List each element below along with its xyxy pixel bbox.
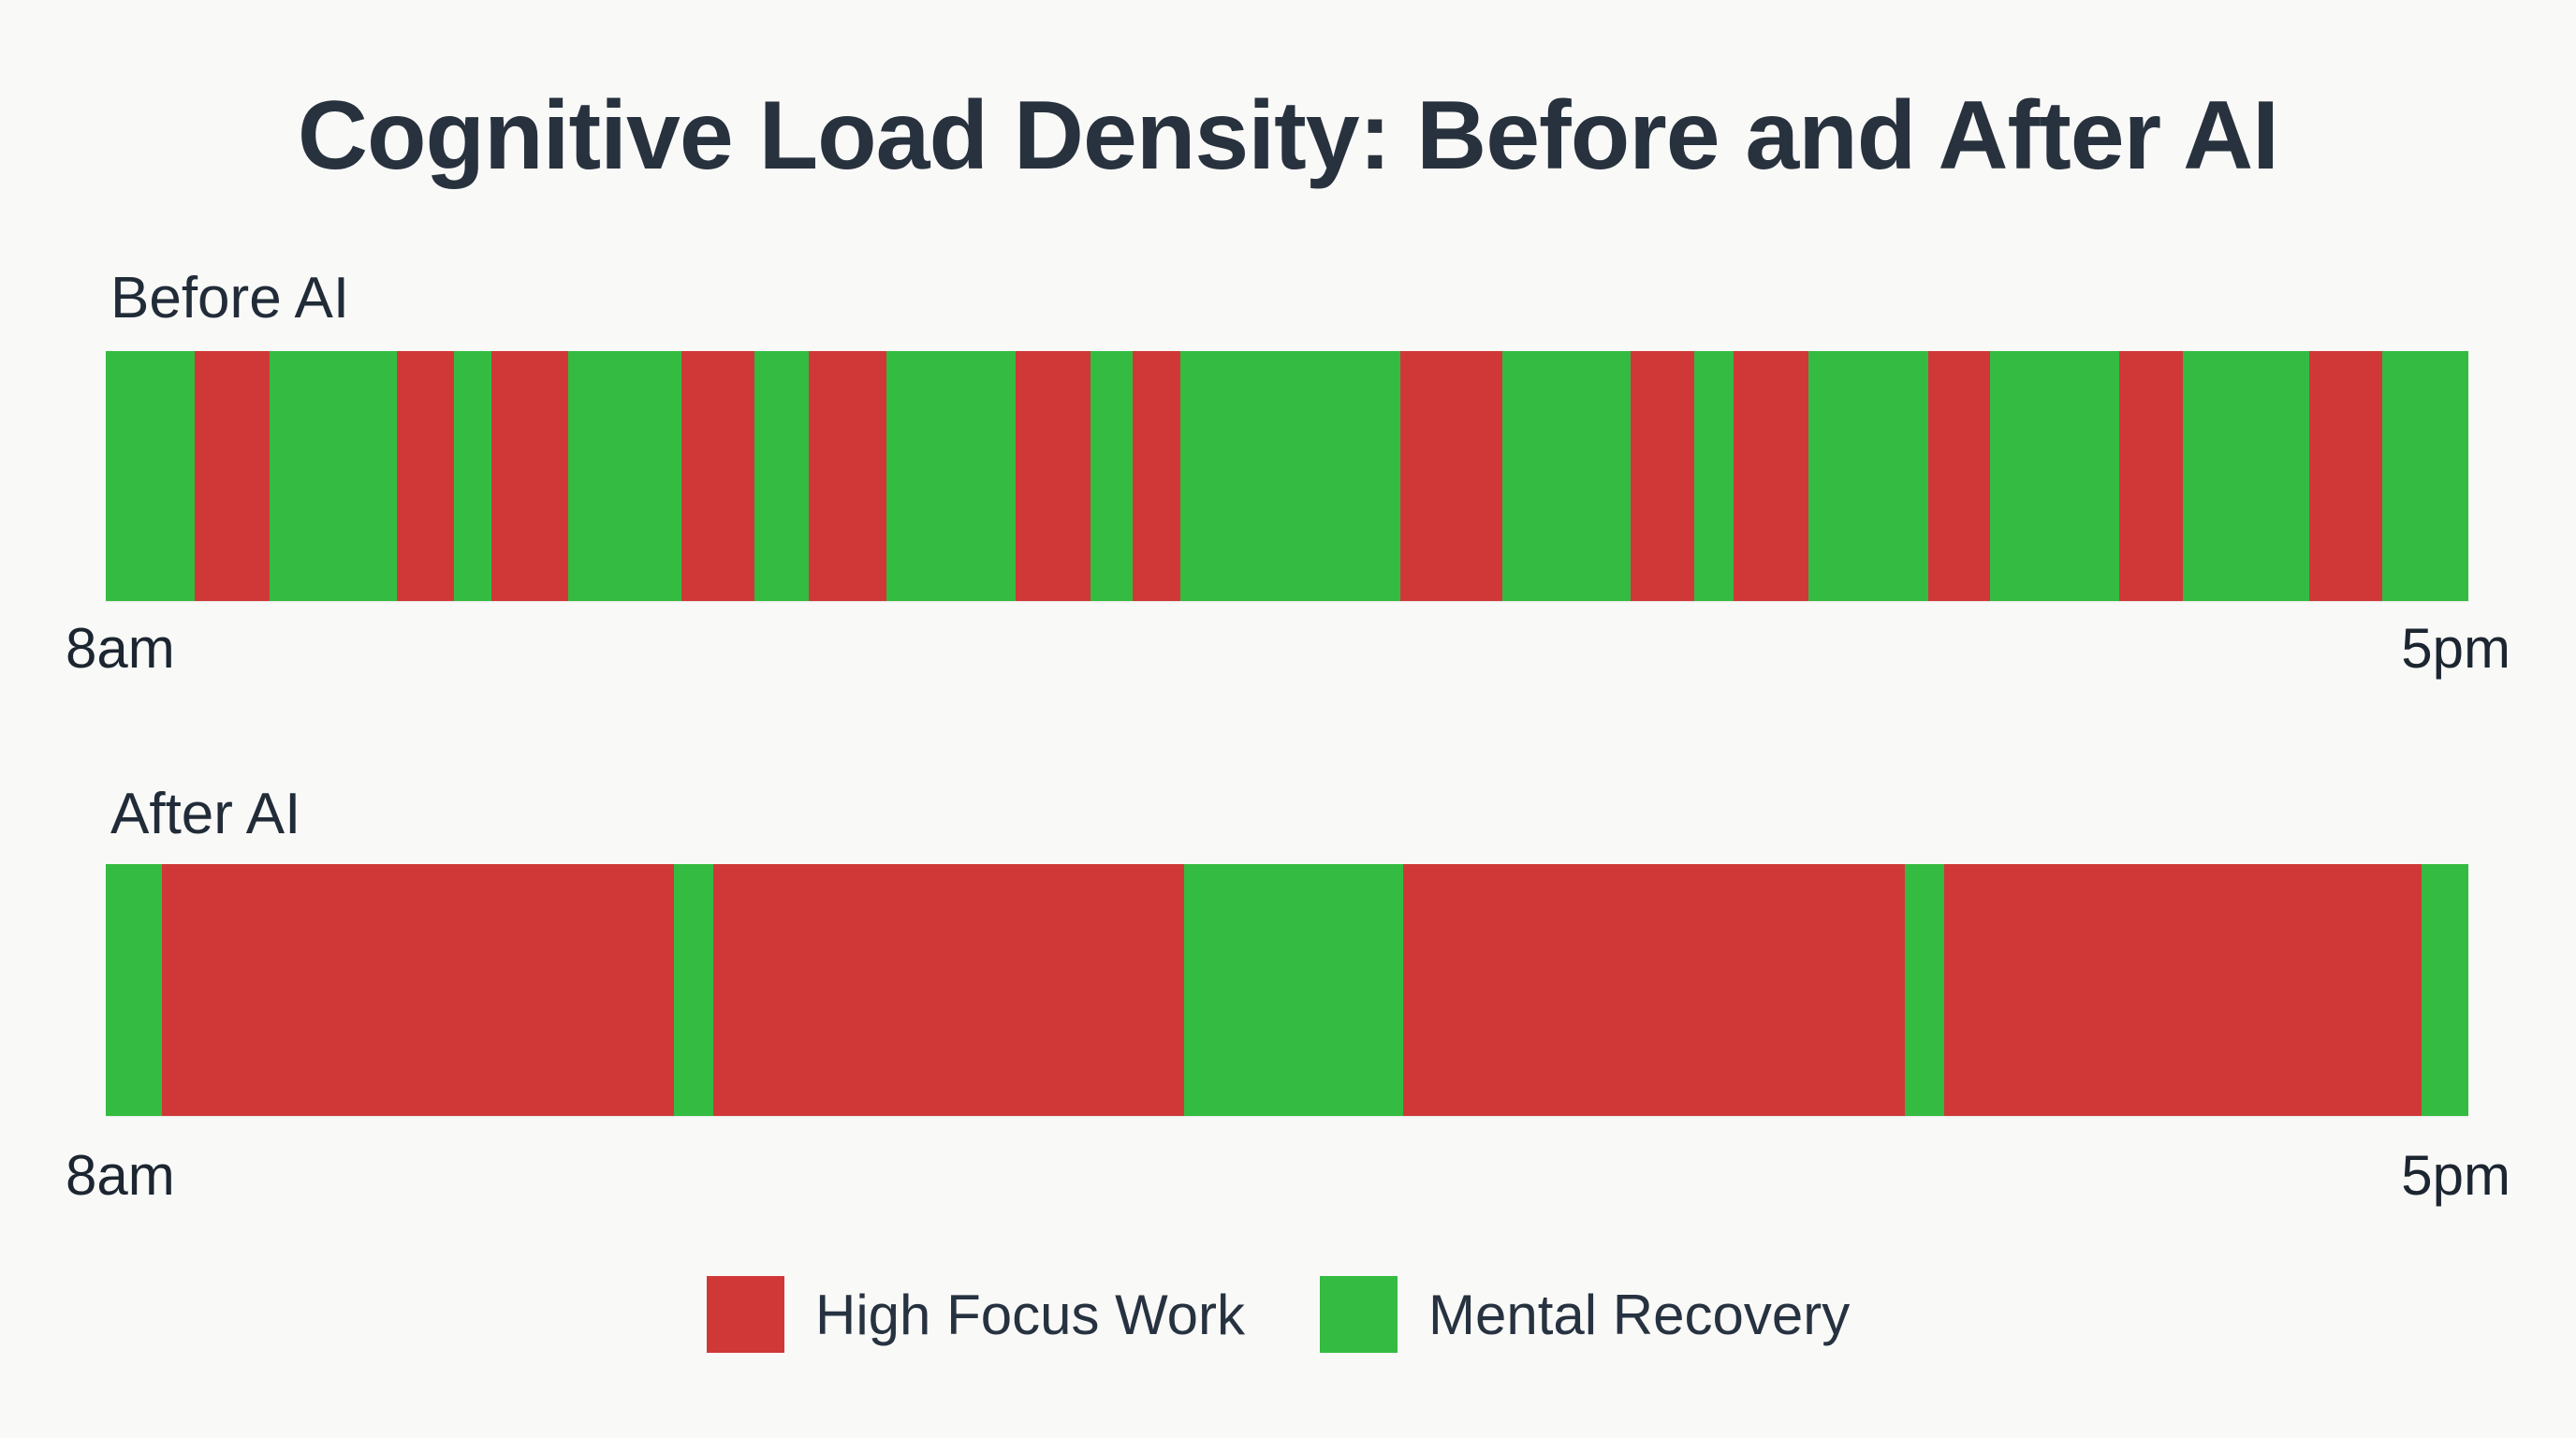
legend-item-high-focus-work: High Focus Work <box>707 1276 1245 1353</box>
series-label-after-ai: After AI <box>110 782 301 846</box>
segment-mental-recovery <box>270 351 397 601</box>
segment-high-focus-work <box>1403 864 1905 1116</box>
series-label-before-ai: Before AI <box>110 266 350 330</box>
segment-mental-recovery <box>1502 351 1631 601</box>
segment-high-focus-work <box>397 351 454 601</box>
timeline-bar-after-ai <box>106 864 2468 1116</box>
segment-mental-recovery <box>1904 864 1944 1116</box>
segment-mental-recovery <box>568 351 681 601</box>
segment-high-focus-work <box>161 864 675 1116</box>
mental-recovery-swatch-icon <box>1320 1276 1398 1353</box>
segment-mental-recovery <box>2183 351 2309 601</box>
segment-mental-recovery <box>2422 864 2468 1116</box>
segment-mental-recovery <box>2382 351 2468 601</box>
segment-mental-recovery <box>1180 351 1400 601</box>
axis-after-ai: 8am 5pm <box>66 1143 2510 1208</box>
timeline-bar-before-ai <box>106 351 2468 601</box>
segment-high-focus-work <box>491 351 568 601</box>
segment-high-focus-work <box>2119 351 2183 601</box>
segment-mental-recovery <box>106 864 162 1116</box>
axis-start-label: 8am <box>66 617 175 680</box>
segment-mental-recovery <box>1694 351 1734 601</box>
segment-mental-recovery <box>1090 351 1133 601</box>
segment-high-focus-work <box>1631 351 1694 601</box>
legend-item-mental-recovery: Mental Recovery <box>1320 1276 1850 1353</box>
axis-before-ai: 8am 5pm <box>66 616 2510 681</box>
segment-high-focus-work <box>681 351 754 601</box>
segment-high-focus-work <box>1928 351 1990 601</box>
segment-mental-recovery <box>454 351 491 601</box>
segment-mental-recovery <box>1183 864 1404 1116</box>
legend-label-mental-recovery: Mental Recovery <box>1428 1283 1851 1346</box>
axis-end-label: 5pm <box>2401 617 2510 680</box>
segment-high-focus-work <box>1734 351 1808 601</box>
segment-mental-recovery <box>886 351 1016 601</box>
segment-high-focus-work <box>1016 351 1090 601</box>
segment-high-focus-work <box>195 351 270 601</box>
chart-title: Cognitive Load Density: Before and After… <box>297 81 2279 190</box>
legend: High Focus Work Mental Recovery <box>707 1276 1850 1353</box>
segment-mental-recovery <box>1990 351 2119 601</box>
segment-mental-recovery <box>754 351 809 601</box>
segment-high-focus-work <box>1400 351 1502 601</box>
segment-high-focus-work <box>1943 864 2422 1116</box>
segment-mental-recovery <box>674 864 714 1116</box>
segment-high-focus-work <box>809 351 886 601</box>
segment-mental-recovery <box>106 351 195 601</box>
segment-high-focus-work <box>2309 351 2382 601</box>
axis-end-label: 5pm <box>2401 1144 2510 1207</box>
segment-mental-recovery <box>1808 351 1928 601</box>
segment-high-focus-work <box>713 864 1184 1116</box>
legend-label-high-focus-work: High Focus Work <box>815 1283 1246 1346</box>
segment-high-focus-work <box>1133 351 1180 601</box>
axis-start-label: 8am <box>66 1144 175 1207</box>
high-focus-work-swatch-icon <box>707 1276 784 1353</box>
